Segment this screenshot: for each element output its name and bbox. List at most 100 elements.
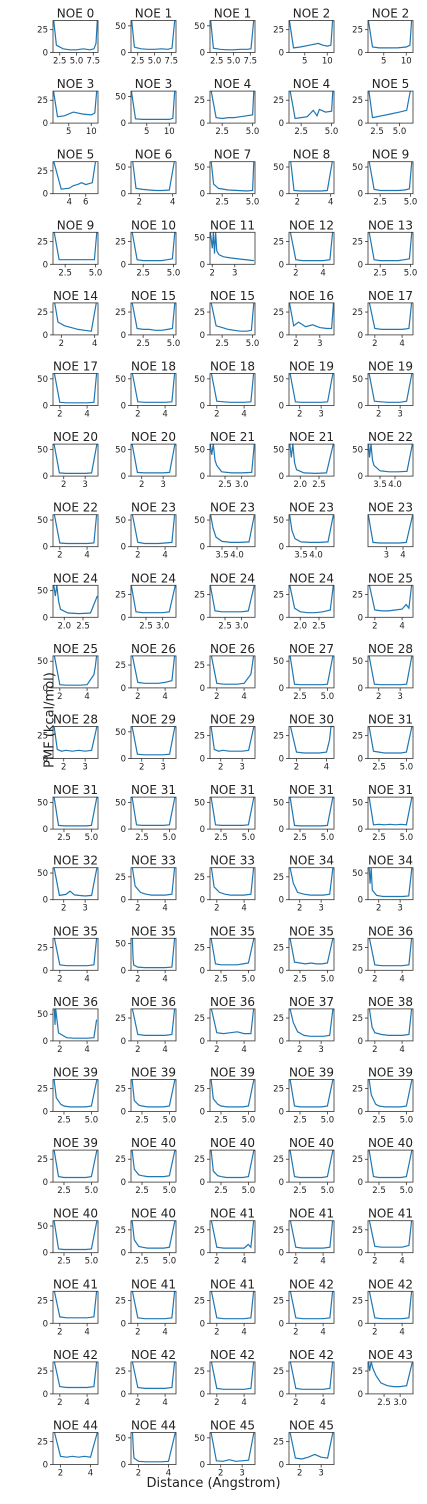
x-tick-label: 2.5: [214, 974, 228, 984]
axes-frame: [52, 937, 99, 971]
subplot: NOE 23 3.5 4.0 0 50: [273, 501, 335, 561]
y-tick-label: 0: [121, 543, 126, 553]
y-tick-label: 25: [115, 873, 126, 883]
subplot-title: NOE 9: [57, 218, 94, 232]
y-tick-label: 0: [358, 755, 363, 765]
subplot-title: NOE 39: [53, 1136, 98, 1150]
x-tick-label: 2.5: [372, 1186, 386, 1196]
x-tick-label: 5.0: [321, 692, 335, 702]
y-tick-label: 25: [194, 308, 205, 318]
axes-frame: [209, 161, 256, 195]
x-tick-label: 4: [162, 410, 167, 420]
y-tick-label: 0: [121, 1108, 126, 1118]
pmf-line: [53, 232, 98, 261]
x-tick-label: 10: [164, 127, 175, 137]
axes-frame: [367, 1079, 414, 1112]
subplot: NOE 6 2 4 0 50: [115, 148, 177, 208]
subplot-title: NOE 10: [131, 218, 176, 232]
x-tick-label: 2: [137, 198, 142, 208]
subplot: NOE 38 2 4 0 25: [352, 995, 414, 1055]
subplot: NOE 34 2 3 0 50: [352, 854, 414, 914]
x-tick-label: 5.0: [70, 57, 84, 67]
subplot: NOE 40 2.5 5.0 0 25: [115, 1136, 177, 1196]
x-tick-label: 4: [399, 1045, 404, 1055]
pmf-line: [289, 232, 334, 262]
x-tick-label: 3: [317, 339, 322, 349]
y-tick-label: 25: [352, 943, 363, 953]
y-axis-label: PMF (kcal/mol): [42, 672, 58, 768]
y-tick-label: 25: [194, 661, 205, 671]
pmf-line: [53, 1008, 98, 1039]
x-tick-label: 4: [84, 1327, 89, 1337]
y-tick-label: 50: [273, 657, 284, 667]
subplot: NOE 20 2 3 0 50: [115, 430, 177, 490]
y-tick-label: 0: [43, 190, 48, 200]
pmf-line: [210, 796, 255, 826]
x-tick-label: 4: [324, 763, 329, 773]
pmf-line: [53, 796, 98, 827]
x-tick-label: 4: [162, 1398, 167, 1408]
subplot-title: NOE 32: [53, 854, 98, 868]
pmf-line: [289, 796, 334, 827]
subplot-title: NOE 0: [57, 7, 94, 21]
subplot-title: NOE 19: [289, 360, 334, 374]
pmf-line: [210, 867, 255, 896]
pmf-line: [368, 232, 413, 262]
y-tick-label: 25: [273, 1226, 284, 1236]
subplot-title: NOE 39: [210, 1066, 255, 1080]
pmf-line: [210, 302, 255, 332]
subplot: NOE 15 2.5 5.0 0 25: [194, 289, 259, 349]
y-tick-label: 25: [115, 1367, 126, 1377]
pmf-line: [368, 1149, 413, 1179]
x-tick-label: 5.0: [404, 268, 418, 278]
y-tick-label: 25: [194, 1296, 205, 1306]
x-tick-label: 2: [297, 1469, 302, 1479]
pmf-line: [289, 1291, 334, 1320]
pmf-line: [210, 161, 255, 192]
x-tick-label: 2: [57, 410, 62, 420]
axes-frame: [288, 514, 335, 548]
y-tick-label: 25: [115, 1014, 126, 1024]
pmf-line: [368, 1291, 413, 1320]
y-tick-label: 0: [358, 402, 363, 412]
y-tick-label: 25: [194, 1085, 205, 1095]
subplot-title: NOE 5: [372, 77, 409, 91]
x-axis-label: Distance (Angstrom): [146, 1476, 281, 1491]
y-tick-label: 25: [194, 590, 205, 600]
subplot-title: NOE 33: [131, 854, 176, 868]
y-tick-label: 25: [37, 1155, 48, 1165]
y-tick-label: 25: [352, 1155, 363, 1165]
subplot: NOE 31 2.5 5.0 0 50: [273, 783, 335, 843]
x-tick-label: 10: [322, 57, 333, 67]
x-tick-label: 3.0: [393, 1398, 407, 1408]
y-tick-label: 0: [279, 331, 284, 341]
x-tick-label: 2: [214, 410, 219, 420]
subplot: NOE 35 2 4 0 50: [115, 924, 177, 984]
y-tick-label: 0: [121, 49, 126, 59]
subplot-title: NOE 23: [131, 501, 176, 515]
axes-frame: [367, 161, 414, 195]
axes-frame: [130, 443, 177, 477]
subplot: NOE 33 2 4 0 25: [194, 854, 256, 914]
y-tick-label: 50: [115, 728, 126, 738]
pmf-line: [210, 1291, 255, 1320]
y-tick-label: 25: [273, 590, 284, 600]
y-tick-label: 0: [121, 190, 126, 200]
subplot: NOE 35 2 4 0 25: [37, 924, 99, 984]
x-tick-label: 4: [84, 692, 89, 702]
y-tick-label: 0: [279, 472, 284, 482]
y-tick-label: 0: [279, 190, 284, 200]
subplot: NOE 17 2 4 0 25: [352, 289, 414, 349]
x-tick-label: 5.0: [242, 1116, 256, 1126]
pmf-line: [131, 796, 176, 826]
x-tick-label: 2.5: [215, 198, 229, 208]
y-tick-label: 50: [37, 798, 48, 808]
x-tick-label: 5.0: [163, 833, 177, 843]
x-tick-label: 2: [214, 1257, 219, 1267]
x-tick-label: 2.5: [293, 1186, 307, 1196]
axes-frame: [288, 1432, 335, 1465]
subplot-title: NOE 40: [131, 1207, 176, 1221]
axes-frame: [209, 20, 256, 53]
subplot: NOE 13 2.5 5.0 0 25: [352, 218, 417, 278]
